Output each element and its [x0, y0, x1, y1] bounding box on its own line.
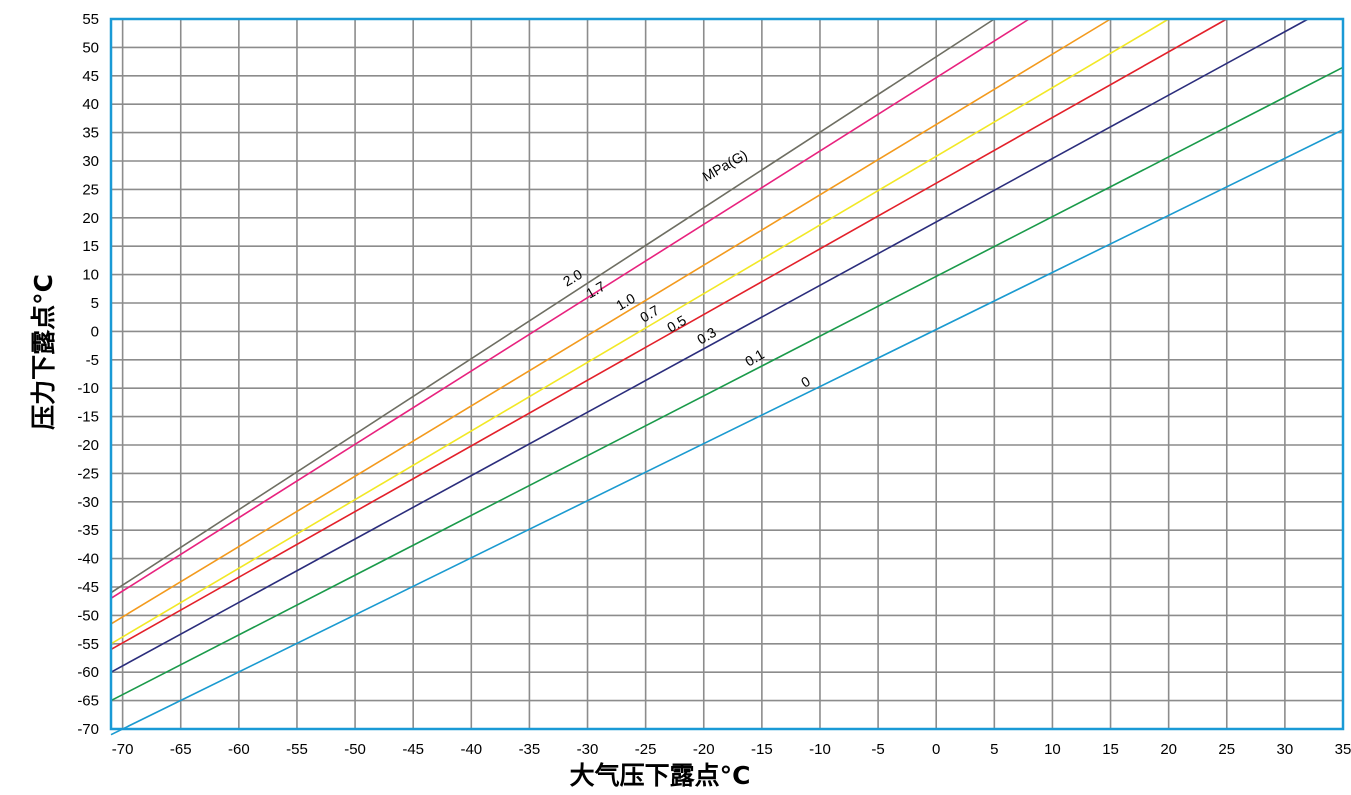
- curve-labels: 00.10.30.50.71.01.72.0: [560, 266, 813, 391]
- x-tick-label-4: -50: [344, 741, 366, 758]
- plot-frame: [109, 17, 1345, 731]
- y-tick-label-15: -20: [77, 437, 99, 454]
- x-tick-label-16: 10: [1044, 741, 1061, 758]
- y-tick-label-4: 35: [82, 125, 99, 142]
- y-tick-label-18: -35: [77, 522, 99, 539]
- y-tick-label-14: -15: [77, 409, 99, 426]
- y-tick-label-3: 40: [82, 96, 99, 113]
- x-tick-label-17: 15: [1102, 741, 1119, 758]
- x-tick-label-12: -10: [809, 741, 831, 758]
- y-tick-label-9: 10: [82, 267, 99, 284]
- x-tick-label-11: -15: [751, 741, 773, 758]
- unit-label: MPa(G): [700, 146, 750, 184]
- y-tick-label-22: -55: [77, 636, 99, 653]
- x-tick-label-13: -5: [871, 741, 884, 758]
- y-tick-label-2: 45: [82, 68, 99, 85]
- y-tick-label-16: -25: [77, 465, 99, 482]
- x-tick-label-2: -60: [228, 741, 250, 758]
- y-tick-label-1: 50: [82, 39, 99, 56]
- curve-label-0.3: 0.3: [694, 324, 719, 348]
- x-axis-title: 大气压下露点°C: [570, 761, 751, 790]
- series-line-1.0: [110, 18, 1111, 625]
- y-tick-label-13: -10: [77, 380, 99, 397]
- y-tick-label-5: 30: [82, 153, 99, 170]
- y-tick-label-6: 25: [82, 181, 99, 198]
- y-tick-label-23: -60: [77, 664, 99, 681]
- y-tick-label-7: 20: [82, 210, 99, 227]
- x-tick-label-6: -40: [460, 741, 482, 758]
- y-tick-label-19: -40: [77, 551, 99, 568]
- series-line-1.7: [110, 18, 1030, 600]
- x-tick-label-14: 0: [932, 741, 940, 758]
- y-tick-label-0: 55: [82, 11, 99, 28]
- series-line-0.7: [110, 18, 1170, 645]
- x-tick-label-5: -45: [402, 741, 424, 758]
- y-tick-label-21: -50: [77, 607, 99, 624]
- series-line-0.1: [110, 66, 1344, 702]
- y-tick-label-20: -45: [77, 579, 99, 596]
- y-tick-label-24: -65: [77, 693, 99, 710]
- y-tick-label-11: 0: [91, 323, 99, 340]
- series-line-0: [110, 129, 1344, 736]
- x-tick-label-0: -70: [112, 741, 134, 758]
- y-tick-label-10: 5: [91, 295, 99, 312]
- y-tick-label-8: 15: [82, 238, 99, 255]
- curve-label-0.7: 0.7: [637, 302, 662, 326]
- x-tick-label-3: -55: [286, 741, 308, 758]
- x-tick-label-21: 35: [1335, 741, 1351, 758]
- x-tick-label-9: -25: [635, 741, 657, 758]
- x-tick-label-18: 20: [1160, 741, 1177, 758]
- series-line-0.5: [110, 18, 1228, 651]
- series-line-0.3: [110, 18, 1309, 673]
- series-lines: [110, 18, 1344, 736]
- x-tick-labels: -70 -65 -60 -55 -50 -45 -40 -35 -30 -25 -20 -15 -10-…: [112, 741, 1351, 758]
- x-tick-label-8: -30: [577, 741, 599, 758]
- y-tick-label-17: -30: [77, 494, 99, 511]
- y-tick-label-12: -5: [86, 352, 99, 369]
- curve-label-1.0: 1.0: [613, 290, 638, 314]
- y-tick-label-25: -70: [77, 721, 99, 738]
- x-tick-label-7: -35: [519, 741, 541, 758]
- curve-label-2.0: 2.0: [560, 266, 585, 290]
- x-tick-label-10: -20: [693, 741, 715, 758]
- series-line-2.0: [110, 18, 995, 594]
- x-tick-label-1: -65: [170, 741, 192, 758]
- x-tick-label-20: 30: [1277, 741, 1294, 758]
- y-tick-labels: 5550454035302520151050-5-10-15-20-25-30-…: [77, 11, 99, 738]
- x-tick-label-19: 25: [1218, 741, 1235, 758]
- y-axis-title: 压力下露点°C: [29, 274, 58, 430]
- grid-lines: [111, 18, 1344, 730]
- x-tick-label-15: 5: [990, 741, 998, 758]
